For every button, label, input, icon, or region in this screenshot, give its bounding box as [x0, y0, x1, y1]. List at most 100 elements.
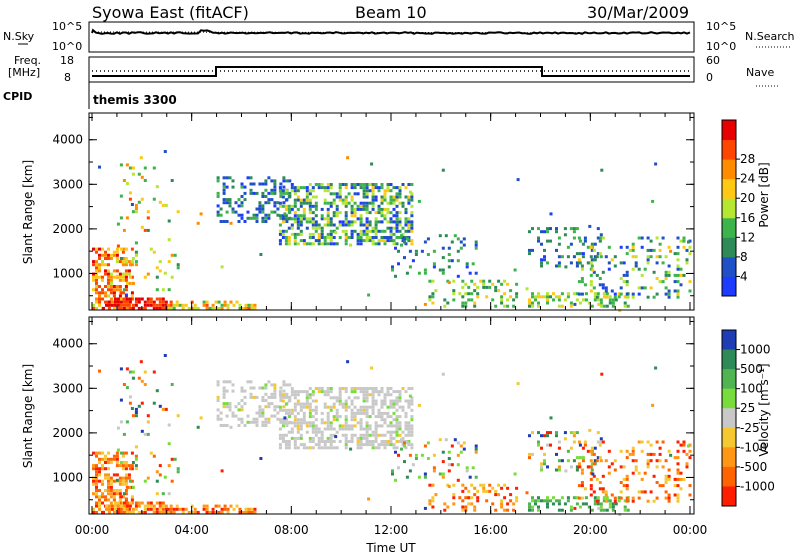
colorbar-tick-label: 8: [740, 250, 748, 264]
power-cell: [219, 213, 223, 217]
power-cell: [575, 261, 579, 265]
power-cell: [314, 239, 318, 243]
velocity-cell: [335, 399, 339, 403]
velocity-cell: [407, 427, 411, 431]
power-cell: [637, 236, 641, 240]
velocity-cell: [92, 507, 95, 511]
power-cell: [299, 214, 303, 218]
velocity-cell: [104, 489, 107, 492]
power-cell: [497, 289, 501, 293]
power-cell: [667, 270, 671, 274]
velocity-cell: [491, 486, 495, 490]
power-cell: [137, 200, 141, 204]
velocity-cell: [634, 459, 638, 463]
power-cell: [299, 229, 303, 233]
velocity-cell: [468, 475, 472, 479]
power-cell: [509, 295, 513, 299]
power-cell: [296, 198, 300, 202]
power-cell: [640, 245, 644, 249]
power-cell: [101, 253, 104, 257]
power-cell: [287, 217, 291, 221]
velocity-cell: [350, 433, 354, 437]
velocity-cell: [208, 510, 212, 514]
power-cell: [599, 233, 603, 237]
power-cell: [391, 265, 394, 269]
power-cell: [664, 292, 668, 296]
velocity-cell: [383, 418, 387, 422]
power-cell: [264, 216, 268, 220]
power-cell: [353, 220, 357, 224]
velocity-cell: [643, 471, 647, 475]
velocity-cell: [362, 443, 366, 447]
power-cell: [365, 186, 369, 190]
velocity-cell: [459, 444, 463, 448]
power-cell: [320, 242, 324, 246]
velocity-cell: [395, 408, 399, 412]
power-cell: [107, 247, 110, 251]
date-title: 30/Mar/2009: [587, 3, 689, 22]
power-cell: [170, 253, 174, 257]
power-cell: [119, 291, 123, 295]
power-cell: [273, 204, 277, 208]
power-cell: [92, 272, 95, 276]
power-cell: [404, 229, 408, 233]
velocity-cell: [374, 430, 378, 434]
power-ylabel: Slant Range [km]: [21, 160, 35, 264]
power-cell: [223, 303, 227, 307]
velocity-cell: [473, 493, 477, 497]
power-cell: [299, 223, 303, 227]
velocity-cell: [98, 473, 101, 477]
velocity-cell: [353, 390, 357, 394]
velocity-cell: [537, 499, 540, 503]
power-cell: [619, 286, 623, 290]
power-cell: [208, 306, 212, 310]
velocity-cell: [546, 434, 549, 438]
velocity-cell: [649, 459, 653, 463]
velocity-cell: [467, 502, 471, 506]
velocity-cell: [332, 418, 336, 422]
power-cell: [285, 220, 289, 223]
power-cell: [578, 252, 582, 256]
power-cell: [515, 295, 519, 299]
power-cell: [282, 176, 286, 180]
power-cell: [473, 282, 477, 286]
velocity-cell: [575, 456, 579, 460]
velocity-cell: [110, 507, 114, 511]
velocity-cell: [101, 464, 104, 468]
power-cell: [573, 302, 577, 306]
power-cell: [118, 260, 122, 264]
velocity-cell: [270, 395, 274, 399]
power-cell: [586, 261, 590, 265]
power-cell: [273, 185, 277, 189]
power-cell: [190, 300, 194, 304]
velocity-cell: [380, 433, 384, 437]
power-cell: [281, 220, 285, 224]
power-cell: [225, 185, 229, 189]
power-cell: [474, 243, 478, 247]
velocity-cell: [687, 444, 690, 448]
velocity-cell: [259, 457, 263, 460]
power-cell: [296, 232, 300, 236]
velocity-cell: [240, 405, 244, 409]
power-cell: [293, 211, 297, 215]
velocity-cell: [264, 417, 268, 421]
power-cell: [664, 255, 668, 259]
power-cell: [104, 294, 107, 298]
power-cell: [125, 306, 129, 310]
velocity-cell: [320, 440, 324, 443]
power-cell: [515, 282, 519, 286]
velocity-cell: [296, 427, 300, 431]
power-cell: [222, 191, 226, 195]
velocity-cell: [284, 418, 288, 422]
velocity-cell: [264, 405, 268, 409]
power-cell: [392, 232, 396, 236]
power-cell: [125, 163, 129, 167]
velocity-cell: [152, 401, 156, 405]
power-cell: [447, 246, 451, 250]
velocity-cell: [146, 432, 150, 436]
power-cell: [365, 232, 369, 236]
velocity-cell: [534, 499, 537, 503]
power-cell: [152, 303, 156, 307]
power-cell: [389, 183, 393, 186]
power-cell: [243, 198, 247, 202]
